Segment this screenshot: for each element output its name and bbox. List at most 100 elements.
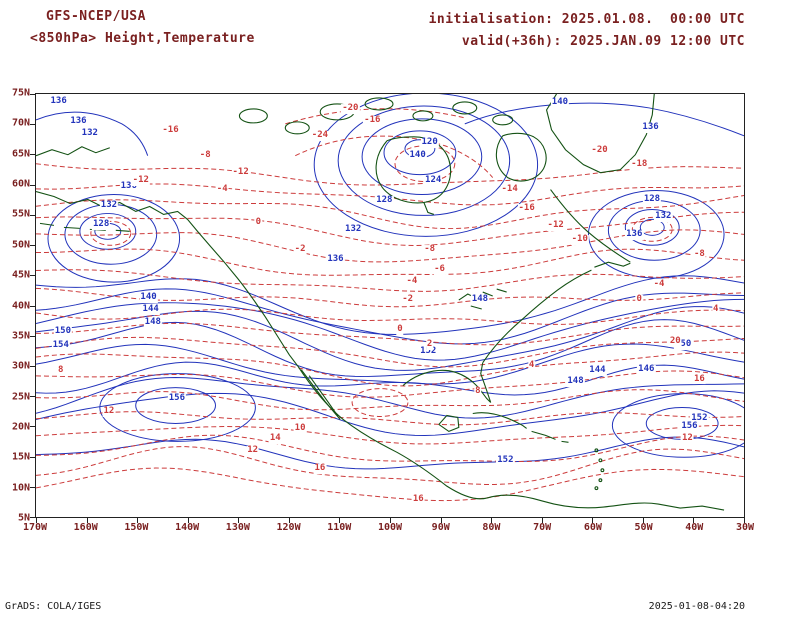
temp-label: -10 (570, 234, 589, 246)
temp-label: -24 (310, 129, 330, 141)
coast-hispaniola (531, 430, 569, 443)
height-label: 132 (344, 224, 363, 236)
lat-label: 75N (11, 87, 30, 99)
height-label: 140 (408, 149, 427, 161)
coast-baja (300, 369, 341, 420)
height-label: 144 (141, 304, 160, 316)
height-label: 128 (375, 194, 394, 206)
coast-hudson-bay (375, 136, 452, 215)
height-label: 150 (53, 325, 73, 337)
lat-tick (30, 456, 35, 458)
antilles-island (600, 468, 605, 473)
lon-label: 130W (225, 522, 250, 533)
height-label: 152 (496, 455, 515, 467)
coast-great-lakes (458, 288, 507, 310)
height-label: 146 (637, 363, 656, 375)
antilles-island (598, 458, 603, 463)
temp-label: -20 (590, 144, 609, 156)
grads-credit: GrADS: COLA/IGES (5, 601, 102, 612)
antilles-island (594, 486, 599, 491)
antilles-island (594, 448, 599, 453)
temp-label: -8 (423, 244, 437, 256)
lat-tick (30, 184, 35, 186)
lon-tick (238, 518, 240, 523)
lon-tick (86, 518, 88, 523)
lon-tick (339, 518, 341, 523)
temp-label: -12 (546, 220, 565, 232)
arctic-island (412, 110, 434, 122)
height-label: 136 (49, 95, 68, 107)
coast-baffin (495, 132, 547, 182)
height-label: 136 (326, 254, 345, 266)
lon-label: 150W (124, 522, 149, 533)
lon-tick (137, 518, 139, 523)
coast-labrador (550, 189, 631, 263)
height-label: 136 (625, 229, 644, 241)
lat-tick (30, 154, 35, 156)
lon-label: 170W (22, 522, 48, 533)
lat-tick (30, 396, 35, 398)
lat-label: 25N (11, 391, 30, 403)
temp-label: -8 (198, 149, 212, 161)
temp-label: -12 (231, 166, 250, 178)
lat-label: 30N (11, 360, 30, 372)
model-title: GFS-NCEP/USA (46, 9, 146, 24)
height-label: 154 (51, 339, 70, 351)
temp-label: 20 (668, 335, 682, 347)
lon-label: 70W (533, 522, 552, 533)
temp-label: 8 (474, 385, 482, 397)
lat-tick (30, 426, 35, 428)
lon-label: 50W (634, 522, 653, 533)
lon-label: 120W (276, 522, 301, 533)
coast-yucatan (438, 414, 460, 433)
temp-label: 0 (396, 324, 404, 335)
height-label: 120 (420, 136, 439, 148)
lon-label: 110W (327, 522, 352, 533)
lon-tick (592, 518, 594, 523)
lat-tick (30, 275, 35, 277)
coast-cuba (472, 412, 527, 429)
height-label: 152 (690, 413, 709, 425)
lat-axis: 75N 70N 65N 60N 55N 50N 45N 40N 35N 30N 25N 20N 15N 1… (2, 88, 32, 524)
temp-label: -6 (433, 264, 446, 275)
run-info: initialisation: 2025.01.08. 00:00 UTC va… (429, 9, 745, 53)
lon-tick (390, 518, 391, 523)
temp-label: -12 (131, 174, 150, 186)
height-label: 148 (143, 316, 162, 328)
creation-timestamp: 2025-01-08-04:20 (648, 601, 745, 612)
temp-label: 8 (57, 365, 65, 377)
lat-label: 45N (11, 269, 30, 281)
lat-label: 70N (11, 117, 30, 129)
lat-tick (30, 245, 35, 247)
lon-tick (744, 518, 745, 523)
lon-label: 30W (735, 522, 755, 533)
lon-tick (541, 518, 543, 523)
height-label: 148 (566, 376, 585, 388)
height-label: 136 (641, 121, 660, 133)
height-label: 140 (550, 97, 570, 109)
lon-label: 80W (482, 522, 501, 533)
lon-label: 60W (583, 522, 602, 533)
lon-label: 90W (431, 522, 450, 533)
temp-label: 16 (692, 373, 706, 385)
temp-label: 16 (411, 494, 425, 506)
lon-tick (440, 518, 442, 523)
lat-tick (30, 365, 35, 367)
lat-label: 15N (11, 451, 30, 463)
lon-label: 140W (175, 522, 200, 533)
height-label: 136 (69, 115, 88, 127)
lon-tick (288, 518, 290, 523)
arctic-island (364, 97, 394, 111)
coast-south-america (486, 494, 725, 511)
lon-label: 40W (685, 522, 704, 533)
temp-label: -16 (161, 124, 180, 136)
lon-tick (491, 518, 493, 523)
height-label: 132 (99, 200, 119, 212)
lat-label: 5N (17, 512, 30, 524)
lat-label: 10N (11, 482, 30, 494)
height-contours (36, 94, 744, 470)
height-label: 148 (470, 294, 490, 305)
lat-label: 50N (11, 239, 30, 251)
temp-label: -14 (500, 184, 519, 196)
